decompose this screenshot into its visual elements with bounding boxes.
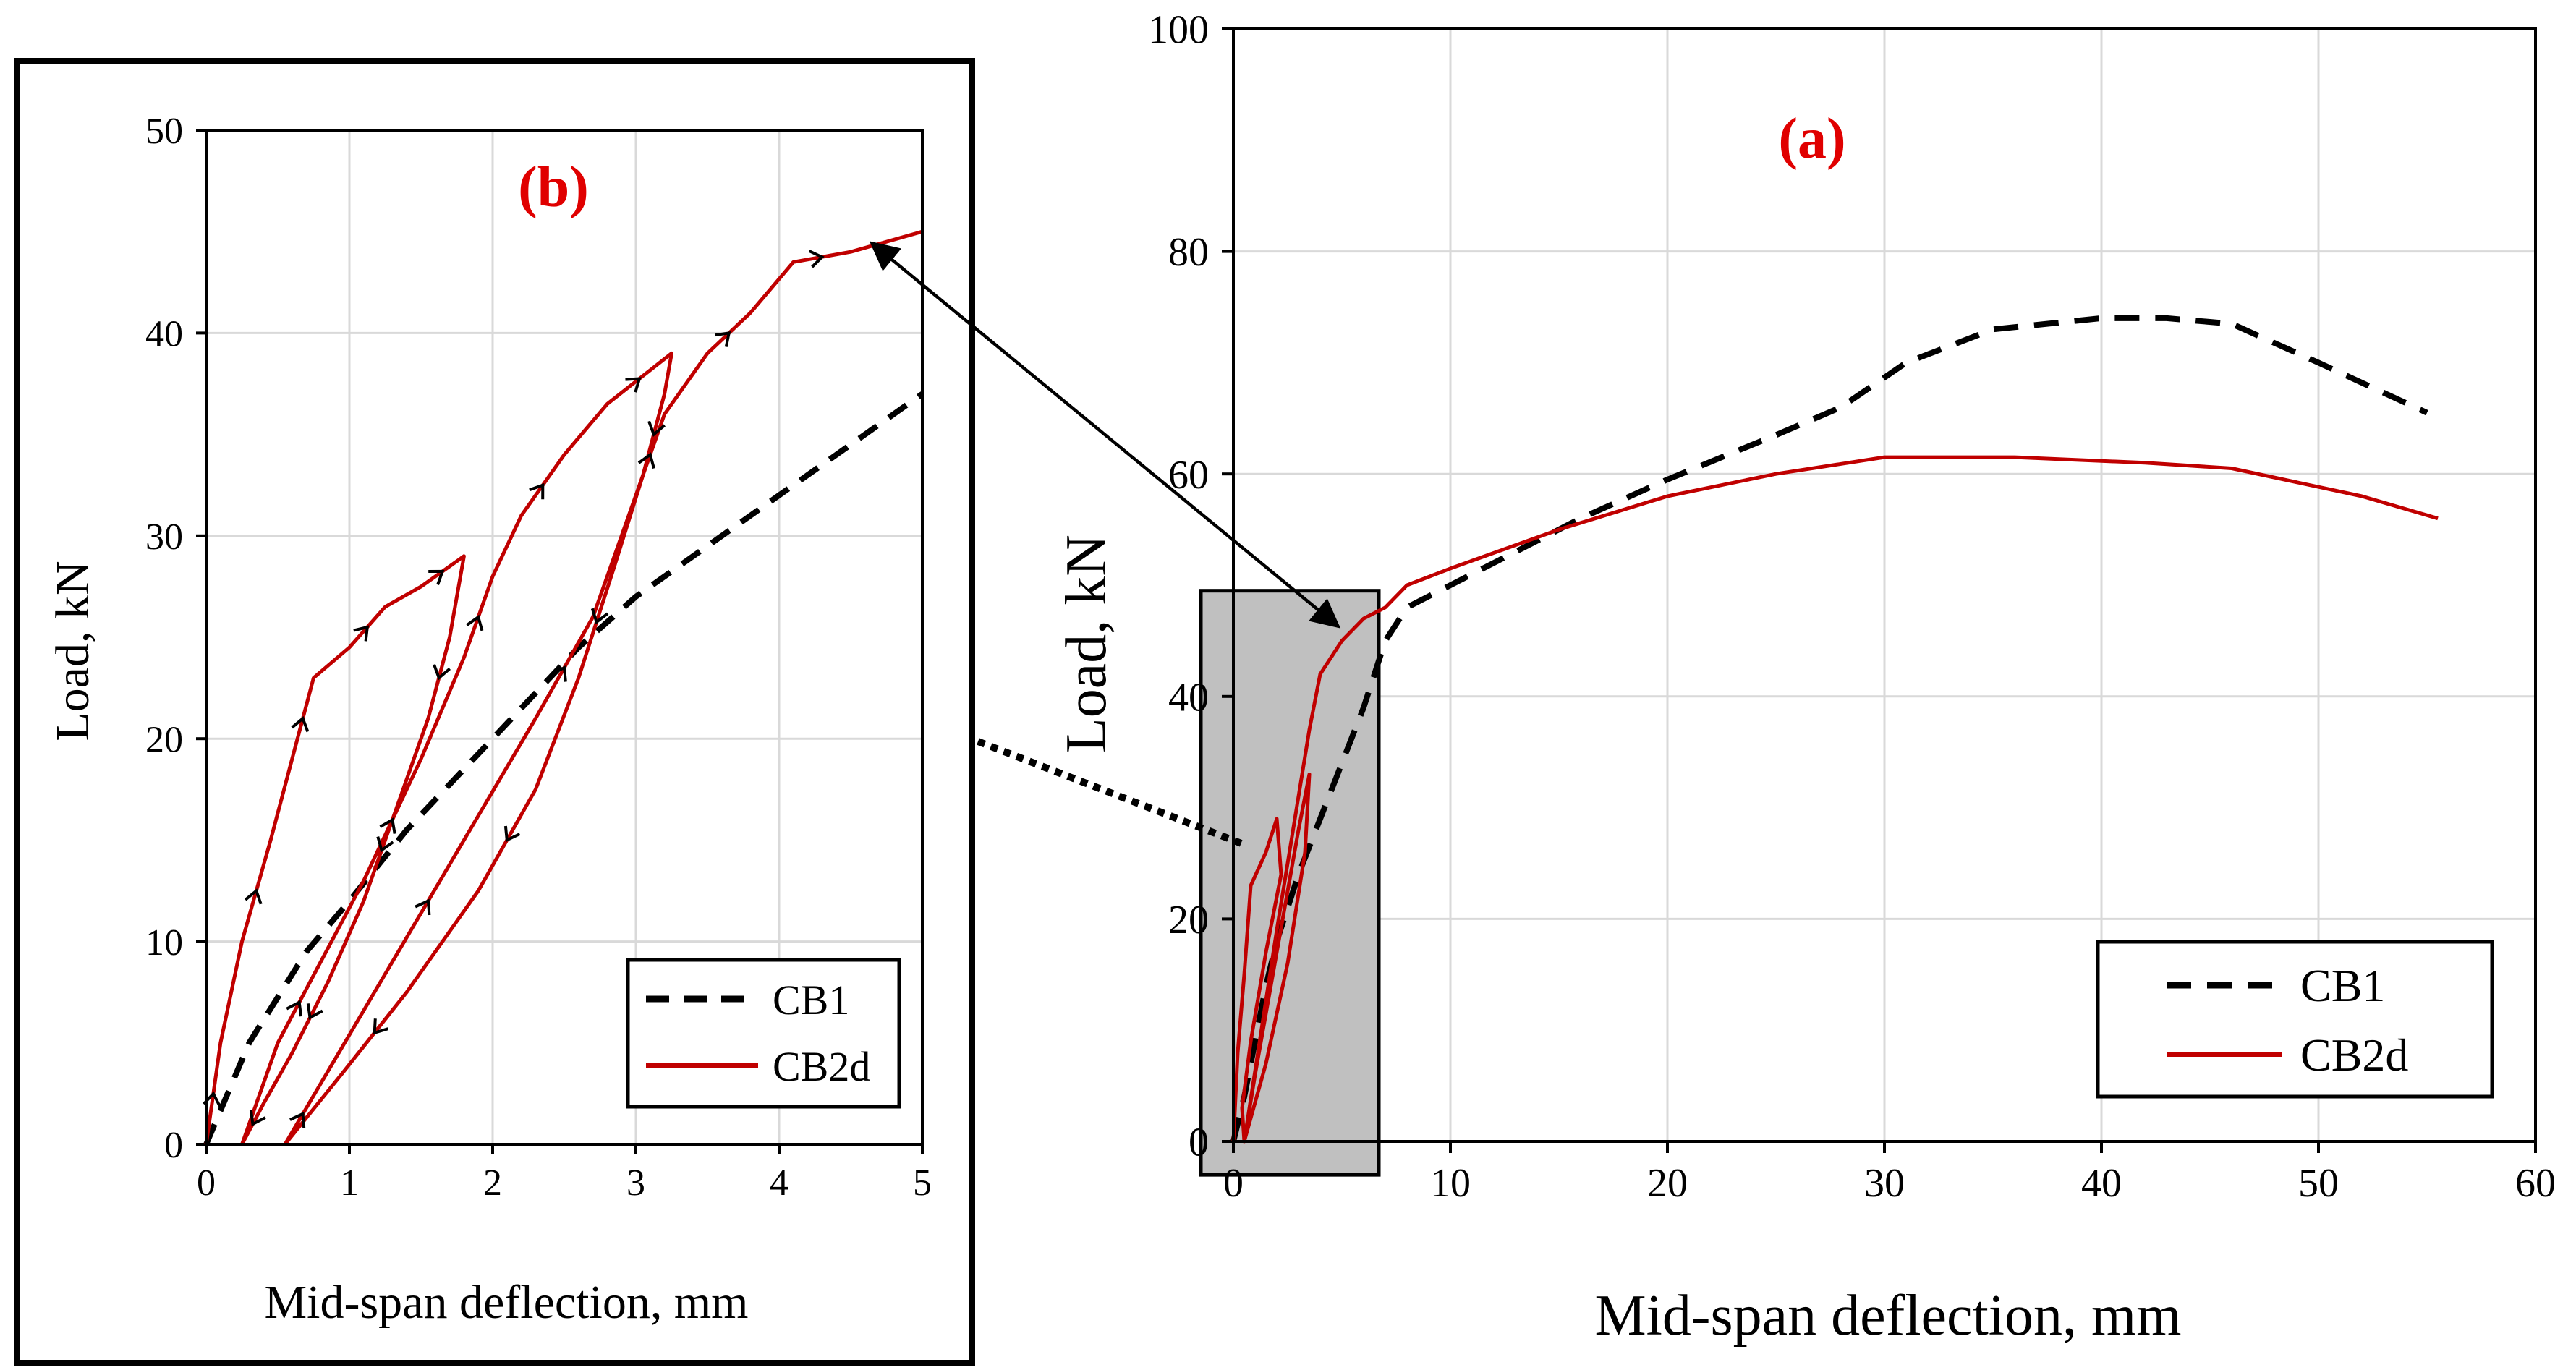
b-y-tick-label: 20 (145, 719, 183, 760)
b-x-tick-label: 1 (340, 1162, 359, 1204)
b-series-cb2d (204, 229, 923, 1146)
panel-a-grid (1233, 29, 2535, 1141)
b-direction-arrow (433, 664, 451, 681)
b-direction-arrow (808, 250, 825, 268)
zoom-connector-arrow (869, 241, 1341, 629)
panel-b-series (203, 229, 924, 1146)
a-y-tick-label: 100 (1148, 8, 1209, 53)
b-direction-arrow (415, 898, 431, 916)
a-series-cb2d (1231, 455, 2439, 1144)
a-series-cb1 (1230, 315, 2428, 1142)
b-direction-arrow (291, 715, 310, 733)
b-x-tick-label: 2 (483, 1162, 502, 1204)
b-direction-arrow (249, 1110, 266, 1127)
panel-a-legend-box (2096, 940, 2494, 1099)
a-y-tick-label: 20 (1168, 898, 1209, 943)
b-direction-arrow (353, 625, 370, 642)
panel-a-legend-cb2d-label: CB2d (2300, 1029, 2408, 1081)
a-x-tick-label: 10 (1430, 1161, 1471, 1206)
b-direction-arrow (376, 836, 394, 853)
b-x-tick-label: 4 (770, 1162, 788, 1204)
b-x-tick-label: 3 (626, 1162, 645, 1204)
a-x-tick-label: 20 (1647, 1161, 1688, 1206)
b-y-tick-label: 30 (145, 516, 183, 558)
b-direction-arrow (286, 1000, 303, 1017)
a-x-tick-label: 60 (2515, 1161, 2556, 1206)
panel-a-legend: CB1 CB2d (2096, 940, 2494, 1099)
panel-a-series (1230, 315, 2439, 1144)
a-y-tick-label: 80 (1168, 230, 1209, 275)
b-direction-arrow (428, 569, 445, 585)
panel-b-legend-cb1-label: CB1 (773, 977, 849, 1024)
panel-a-legend-cb1-label: CB1 (2300, 960, 2385, 1011)
a-x-tick-label: 0 (1223, 1161, 1244, 1206)
panel-b-legend: CB1 CB2d (626, 958, 901, 1109)
b-x-tick-label: 5 (913, 1162, 932, 1204)
zoom-connector-dotted (977, 738, 1243, 847)
panel-b-x-axis-title: Mid-span deflection, mm (264, 1276, 748, 1329)
a-y-tick-label: 40 (1168, 675, 1209, 720)
b-direction-arrow (379, 817, 396, 834)
b-x-tick-label: 0 (197, 1162, 216, 1204)
b-direction-arrow (244, 888, 263, 905)
b-direction-arrow (529, 482, 545, 500)
b-direction-arrow (466, 614, 484, 631)
a-x-tick-label: 40 (2081, 1161, 2122, 1206)
b-direction-arrow (289, 1111, 306, 1128)
panel-b-legend-cb2d-label: CB2d (773, 1043, 870, 1090)
b-y-tick-label: 10 (145, 922, 183, 963)
b-direction-arrow (373, 1018, 388, 1035)
b-direction-arrow (503, 825, 521, 843)
panel-a-y-axis-title: Load, kN (1055, 535, 1118, 753)
a-x-tick-label: 50 (2298, 1161, 2339, 1206)
b-direction-arrow (551, 665, 567, 682)
panel-b-label: (b) (518, 156, 589, 219)
b-y-tick-label: 0 (164, 1125, 183, 1166)
b-direction-arrow (637, 452, 655, 469)
b-direction-arrow (625, 377, 642, 393)
b-y-tick-label: 40 (145, 314, 183, 355)
b-direction-arrow (306, 1003, 323, 1020)
b-direction-arrow (715, 331, 731, 347)
a-x-tick-label: 30 (1864, 1161, 1905, 1206)
panel-b-legend-box (626, 958, 901, 1109)
panel-b-y-axis-title: Load, kN (46, 561, 99, 741)
panel-a-label: (a) (1778, 107, 1845, 171)
panel-a-x-axis-title: Mid-span deflection, mm (1595, 1284, 2182, 1348)
b-direction-arrow (590, 608, 609, 625)
panel-b-plot-frame (205, 129, 924, 1146)
b-series-cb1 (203, 391, 924, 1146)
b-direction-arrow (647, 420, 666, 437)
a-y-tick-label: 0 (1189, 1120, 1209, 1165)
b-y-tick-label: 50 (145, 111, 183, 152)
